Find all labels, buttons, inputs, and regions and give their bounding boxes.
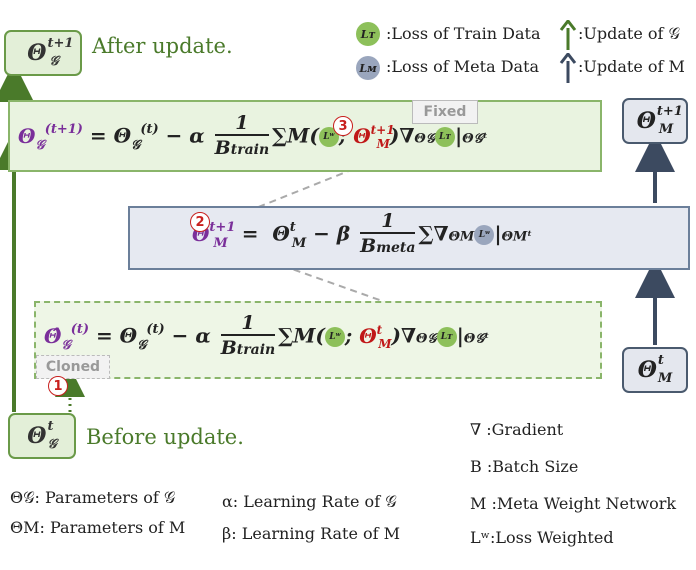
fixed-tag: Fixed [412, 100, 478, 124]
loss-meta-icon: Lᴍ [356, 56, 380, 80]
step-marker-1: 1 [48, 376, 68, 396]
meta-update-equation-box [128, 206, 690, 270]
green-arrow-icon [559, 20, 577, 50]
cloned-equation: Θ̂𝒢(t) = Θ𝒢(t) − α 1 Btrain ∑M(Lʷ; ΘtM)∇Θ𝒢… [44, 312, 490, 359]
legend-beta: β: Learning Rate of M [222, 524, 401, 543]
final-update-equation-box [8, 100, 602, 172]
legend-meta-network: M :Meta Weight Network [470, 494, 677, 513]
legend-gradient: ∇ :Gradient [470, 420, 564, 439]
legend-loss-weighted: Lʷ:Loss Weighted [470, 528, 614, 547]
after-update-label: After update. [92, 34, 233, 58]
legend-theta-m: ΘM: Parameters of M [10, 518, 186, 537]
legend-loss-train: Lᴛ [356, 22, 380, 46]
legend-loss-meta: Lᴍ [356, 56, 380, 80]
legend-batch: B :Batch Size [470, 457, 579, 476]
before-update-label: Before update. [86, 425, 244, 449]
cloned-equation-box [34, 301, 602, 379]
navy-arrow-icon [559, 53, 577, 83]
legend-theta-g: Θ𝒢: Parameters of 𝒢 [10, 488, 176, 507]
legend-loss-train-text: :Loss of Train Data [386, 24, 541, 43]
legend-loss-meta-text: :Loss of Meta Data [386, 57, 540, 76]
cloned-tag: Cloned [36, 355, 110, 379]
step-marker-3: 3 [333, 116, 353, 136]
legend-alpha: α: Learning Rate of 𝒢 [222, 492, 397, 511]
legend-update-m-text: :Update of M [578, 57, 685, 76]
step-marker-2: 2 [190, 212, 210, 232]
legend-update-g-text: :Update of 𝒢 [578, 24, 680, 43]
meta-update-equation: Θt+1M = ΘtM − β 1 Bmeta ∑∇ΘM Lʷ |ΘMᵗ [192, 210, 533, 257]
loss-train-icon: Lᴛ [356, 22, 380, 46]
